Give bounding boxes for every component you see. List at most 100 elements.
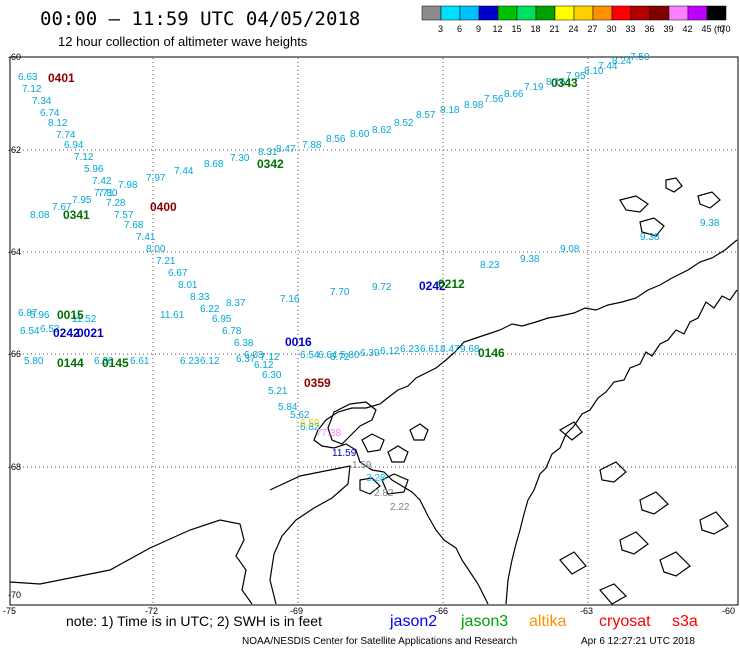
pass-label: 0342: [257, 157, 284, 171]
map-subtitle: 12 hour collection of altimeter wave hei…: [58, 34, 308, 49]
pass-label: 0016: [285, 335, 312, 349]
wave-height-value: 6.12: [380, 346, 400, 357]
wave-height-value: 7.19: [524, 82, 544, 93]
color-scale-label: 36: [644, 24, 654, 34]
wave-height-value: 3.28: [366, 473, 386, 484]
satellite-legend: jason2 jason3 altika cryosat s3a: [389, 613, 698, 630]
wave-height-value: 7.30: [230, 153, 250, 164]
wave-height-value: 9.38: [700, 218, 720, 229]
lon-label: -72: [145, 606, 158, 616]
island-coastline: [639, 217, 665, 237]
wave-height-value: 7.80: [98, 188, 118, 199]
wave-height-value: 7.68: [124, 220, 144, 231]
wave-height-value: 7.98: [118, 180, 138, 191]
lat-label: -62: [8, 145, 21, 155]
pass-label: 0341: [63, 208, 90, 222]
wave-height-value: 5.80: [340, 350, 360, 361]
wave-height-value: 6.64: [318, 350, 338, 361]
wave-height-value: 7.41: [136, 232, 156, 243]
wave-height-value: 6.12: [200, 356, 220, 367]
wave-height-value: 7.95: [566, 71, 586, 82]
island-coastline: [639, 491, 669, 515]
color-scale-label: 42: [682, 24, 692, 34]
footer-timestamp: Apr 6 12:27:21 UTC 2018: [581, 636, 695, 647]
color-swatch: [668, 5, 689, 21]
wave-height-value: 8.31: [258, 147, 278, 158]
lon-label: -69: [290, 606, 303, 616]
wave-height-value: 8.00: [146, 244, 166, 255]
island-coastline: [599, 583, 627, 605]
wave-height-value: 7.97: [146, 173, 166, 184]
color-swatch: [440, 5, 461, 21]
axis-labels: -60 -62 -64 -66 -68 -70 -75 -72 -69 -66 …: [3, 52, 735, 616]
map-title: 00:00 – 11:59 UTC 04/05/2018: [40, 8, 360, 30]
wave-height-value: 6.67: [168, 268, 188, 279]
pass-label: 0359: [304, 376, 331, 390]
pass-label: 0242: [419, 279, 446, 293]
satellite-name: cryosat: [599, 613, 651, 630]
wave-height-value: 6.37: [236, 354, 256, 365]
wave-height-value: 7.71: [94, 188, 114, 199]
lat-label: -66: [8, 349, 21, 359]
island-coastline: [665, 177, 683, 193]
wave-height-value: 8.24: [612, 56, 632, 67]
pass-label: 0400: [150, 200, 177, 214]
island-coastline: [659, 551, 691, 577]
color-swatch: [687, 5, 708, 21]
coastlines: [9, 177, 738, 605]
color-swatch: [649, 5, 670, 21]
pass-label: 0021: [77, 326, 104, 340]
island-coastline: [558, 421, 583, 441]
lon-label: -75: [3, 606, 16, 616]
lower-coastline: [9, 519, 253, 605]
color-scale-label: 6: [457, 24, 462, 34]
island-coastline: [409, 423, 429, 441]
lon-label: -63: [580, 606, 593, 616]
wave-height-value: 7.67: [52, 202, 72, 213]
wave-height-value: 8.47: [440, 344, 460, 355]
color-scale-unit: (ft): [714, 24, 725, 34]
color-swatch: [630, 5, 651, 21]
graticule: [11, 58, 737, 604]
pass-label: 0144: [57, 356, 84, 370]
color-scale-label: 27: [587, 24, 597, 34]
lat-label: -68: [8, 462, 21, 472]
wave-height-value: 8.16: [546, 77, 566, 88]
wave-height-value: 5.62: [290, 410, 310, 421]
pass-label: 0401: [48, 71, 75, 85]
pass-label: 0343: [551, 76, 578, 90]
wave-height-tracks: 6.637.127.346.748.127.746.947.125.967.42…: [18, 52, 720, 513]
wave-height-value: 11.52: [72, 314, 97, 325]
satellite-name: jason2: [389, 613, 437, 630]
color-swatch: [478, 5, 499, 21]
pass-label: 0145: [102, 356, 129, 370]
lat-label: -70: [8, 590, 21, 600]
color-swatch: [706, 5, 727, 21]
color-scale-legend: 3 6 9 12 15 18 21 24 27 30 33 36 39 42 45 70(ft): [421, 5, 731, 34]
wave-height-value: 6.61: [130, 356, 150, 367]
island-coastline: [619, 195, 649, 213]
wave-height-value: 6.30: [94, 356, 114, 367]
wave-height-value: 2.22: [390, 502, 410, 513]
wave-height-value: 7.57: [114, 210, 134, 221]
wave-height-value: 9.72: [372, 282, 392, 293]
wave-height-value: 6.12: [254, 360, 274, 371]
wave-height-value: 6.94: [64, 140, 84, 151]
color-scale-label: 33: [625, 24, 635, 34]
inlet-coastline: [269, 465, 351, 605]
color-scale-label: 21: [549, 24, 559, 34]
wave-height-value: 2.82: [374, 488, 394, 499]
wave-height-value: 8.01: [178, 280, 198, 291]
wave-height-value: 7.34: [32, 96, 52, 107]
wave-height-value: 7.42: [92, 176, 112, 187]
color-swatch: [459, 5, 480, 21]
wave-height-value: 6.23: [180, 356, 200, 367]
legend-note: note: 1) Time is in UTC; 2) SWH is in fe…: [66, 613, 322, 629]
wave-height-value: 7.12: [22, 84, 42, 95]
wave-height-value: 8.60: [350, 129, 370, 140]
color-swatch: [497, 5, 518, 21]
wave-height-value: 77.38: [316, 428, 341, 439]
color-swatch: [554, 5, 575, 21]
wave-height-value: 6.61: [420, 344, 440, 355]
